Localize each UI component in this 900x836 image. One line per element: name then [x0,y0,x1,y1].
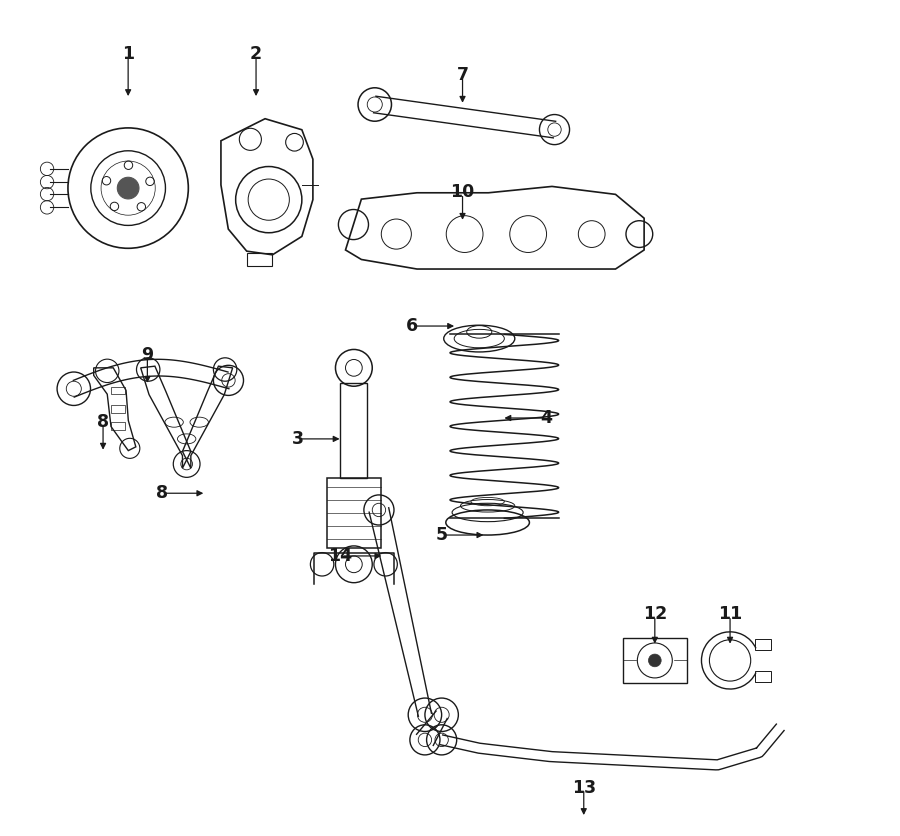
Text: 12: 12 [643,605,667,624]
Bar [111,422,124,430]
Bar [340,383,367,478]
Text: 14: 14 [328,547,352,565]
Bar [755,670,771,682]
Text: 10: 10 [450,183,474,201]
Text: 5: 5 [436,526,447,544]
Text: 1: 1 [122,45,134,64]
Text: 6: 6 [406,317,419,335]
Text: 2: 2 [250,45,262,64]
Text: 13: 13 [572,778,596,797]
Text: 11: 11 [718,605,742,624]
Text: 3: 3 [292,430,304,448]
Text: 8: 8 [97,413,109,431]
Circle shape [649,654,662,667]
Text: 8: 8 [156,484,167,502]
Text: 7: 7 [456,66,469,84]
Text: 9: 9 [141,346,153,364]
Bar [755,639,771,650]
Bar [111,405,124,413]
Circle shape [117,177,139,199]
Text: 4: 4 [540,409,552,427]
Bar [327,478,381,548]
Bar [111,386,124,394]
